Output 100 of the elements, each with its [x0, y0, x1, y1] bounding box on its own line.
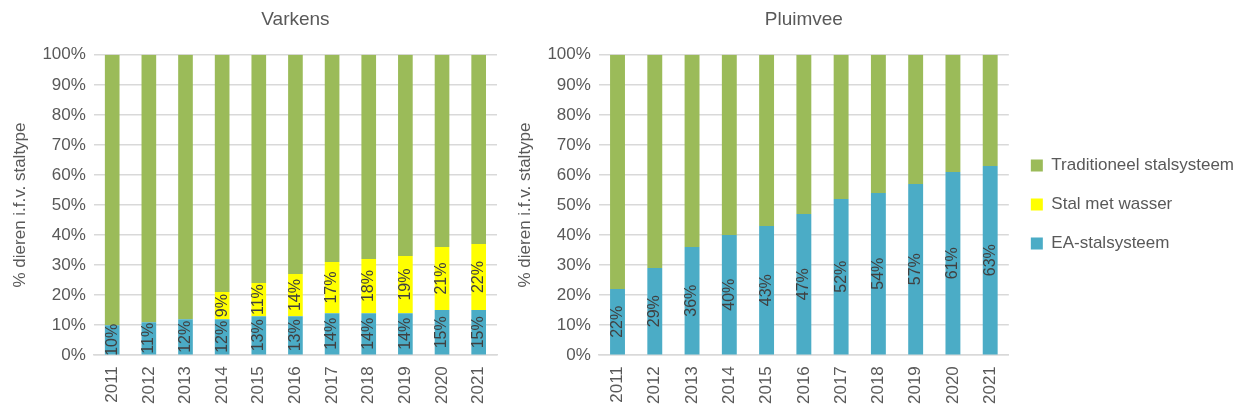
x-tick-label: 2016 — [793, 366, 813, 405]
data-label: 15% — [469, 316, 487, 349]
bar — [324, 54, 340, 263]
x-tick-label: 2017 — [830, 366, 850, 405]
x-tick-label: 2018 — [868, 366, 888, 405]
bar — [870, 54, 886, 193]
data-label: 22% — [469, 261, 487, 294]
bar — [908, 54, 924, 184]
bar — [982, 165, 998, 355]
y-tick-label: 30% — [51, 254, 86, 274]
x-tick-label: 2017 — [321, 366, 341, 405]
x-tick-label: 2012 — [644, 366, 664, 405]
data-label: 11% — [249, 284, 267, 316]
data-label: 36% — [682, 284, 700, 317]
x-tick-label: 2011 — [101, 366, 121, 403]
y-tick-label: 40% — [51, 224, 86, 244]
data-label: 18% — [359, 270, 377, 303]
x-tick-label: 2011 — [607, 366, 627, 403]
y-tick-label: 70% — [556, 134, 591, 154]
data-label: 40% — [719, 278, 737, 311]
data-label: 19% — [395, 268, 413, 301]
bar — [178, 54, 193, 320]
bar — [647, 54, 663, 269]
x-tick-label: 2020 — [431, 366, 451, 405]
y-tick-label: 0% — [566, 344, 591, 364]
data-label: 54% — [868, 257, 886, 290]
data-label: 29% — [645, 295, 663, 328]
y-axis-title: % dieren i.f.v. staltype — [514, 122, 534, 288]
chart-title: Pluimvee — [764, 7, 843, 29]
y-tick-label: 100% — [547, 44, 591, 64]
x-tick-label: 2019 — [395, 366, 415, 405]
y-tick-label: 70% — [51, 134, 86, 154]
y-tick-label: 40% — [556, 224, 591, 244]
legend-label: Stal met wasser — [1051, 194, 1173, 214]
data-label: 12% — [212, 320, 230, 353]
bar — [796, 54, 812, 214]
bar — [759, 54, 775, 227]
y-tick-label: 80% — [51, 104, 86, 124]
data-label: 21% — [432, 262, 450, 295]
data-label: 63% — [980, 244, 998, 277]
bar — [684, 54, 700, 248]
chart-title: Varkens — [261, 7, 330, 29]
x-tick-label: 2014 — [211, 366, 231, 405]
y-tick-label: 60% — [556, 164, 591, 184]
data-label: 14% — [322, 317, 340, 350]
x-tick-label: 2014 — [719, 366, 739, 405]
x-tick-label: 2021 — [468, 366, 488, 405]
x-tick-label: 2018 — [358, 366, 378, 405]
bar — [945, 171, 961, 355]
y-tick-label: 50% — [556, 194, 591, 214]
bar — [471, 54, 487, 245]
data-label: 14% — [285, 279, 303, 312]
bar — [982, 54, 998, 166]
data-label: 61% — [943, 247, 961, 280]
bar — [833, 198, 849, 355]
bar — [721, 54, 737, 236]
data-label: 11% — [139, 322, 157, 354]
y-tick-label: 30% — [556, 254, 591, 274]
data-label: 9% — [212, 294, 230, 318]
x-tick-label: 2020 — [942, 366, 962, 405]
data-label: 47% — [794, 268, 812, 301]
bar — [908, 183, 924, 355]
x-tick-label: 2021 — [979, 366, 999, 405]
bar — [434, 54, 450, 248]
bar — [214, 54, 230, 293]
y-tick-label: 80% — [556, 104, 591, 124]
bar — [870, 192, 886, 355]
data-label: 13% — [249, 319, 267, 352]
x-tick-label: 2015 — [248, 366, 268, 405]
bar — [945, 54, 961, 172]
data-label: 52% — [831, 260, 849, 293]
bar — [833, 54, 849, 199]
y-tick-label: 20% — [51, 284, 86, 304]
bar — [796, 214, 812, 355]
bar — [104, 54, 120, 326]
bar — [361, 54, 377, 260]
y-tick-label: 0% — [61, 344, 86, 364]
x-tick-label: 2019 — [905, 366, 925, 405]
x-tick-label: 2016 — [285, 366, 305, 405]
x-tick-label: 2015 — [756, 366, 776, 405]
bar — [288, 54, 303, 275]
x-tick-label: 2013 — [175, 366, 195, 405]
data-label: 17% — [322, 271, 340, 304]
legend-label: EA-stalsysteem — [1051, 233, 1170, 253]
data-label: 10% — [102, 323, 120, 356]
y-tick-label: 20% — [556, 284, 591, 304]
y-axis-title: % dieren i.f.v. staltype — [9, 122, 29, 288]
data-label: 14% — [359, 317, 377, 350]
data-label: 12% — [175, 320, 193, 353]
y-tick-label: 10% — [51, 314, 86, 334]
y-tick-label: 10% — [556, 314, 591, 334]
y-tick-label: 50% — [51, 194, 86, 214]
bar — [251, 54, 267, 284]
data-label: 57% — [906, 253, 924, 286]
bar — [141, 54, 157, 323]
x-tick-label: 2012 — [138, 366, 158, 405]
bar — [610, 54, 625, 290]
data-label: 22% — [607, 305, 625, 338]
x-tick-label: 2013 — [681, 366, 701, 405]
y-tick-label: 60% — [51, 164, 86, 184]
